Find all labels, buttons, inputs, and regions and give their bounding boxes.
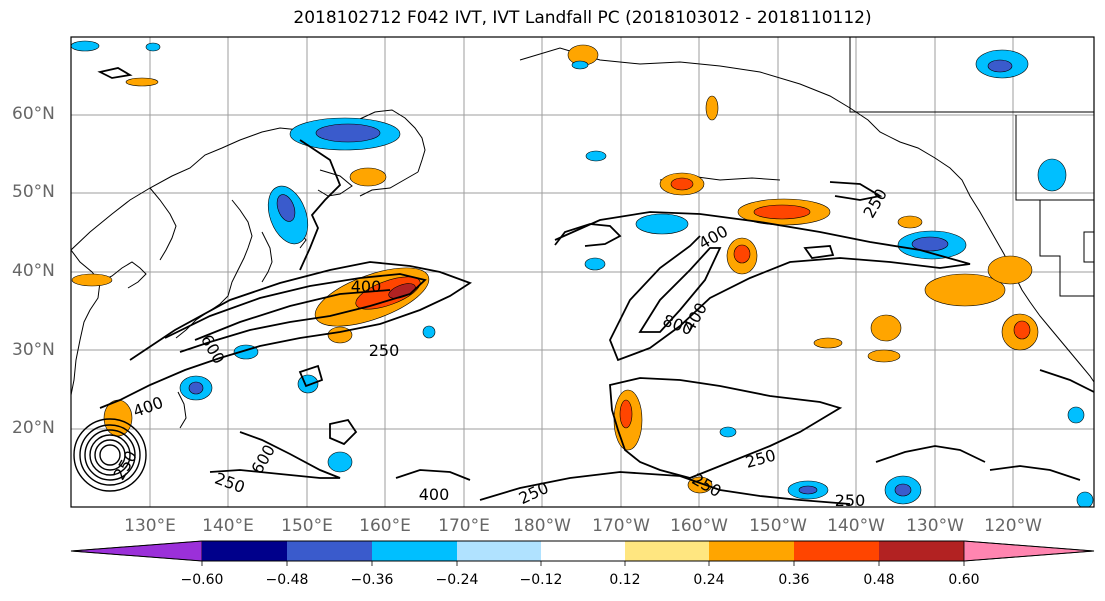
contour-label: 400 <box>351 277 382 296</box>
lon-label-150w: 150°W <box>749 516 807 536</box>
colorbar-tick-label: 0.48 <box>863 572 895 588</box>
contour-label: 250 <box>835 491 866 510</box>
colorbar-tick-label: −0.48 <box>265 572 309 588</box>
lon-label-120w: 120°W <box>984 516 1042 536</box>
colorbar-tick-label: −0.60 <box>180 572 224 588</box>
lon-label-160w: 160°W <box>670 516 728 536</box>
map-title: 2018102712 F042 IVT, IVT Landfall PC (20… <box>293 8 872 28</box>
contour-label: 250 <box>369 341 400 360</box>
colorbar-segment <box>625 541 709 561</box>
colorbar-tick-label: −0.12 <box>519 572 563 588</box>
colorbar-tick-label: −0.36 <box>350 572 394 588</box>
lon-label-150e: 150°E <box>281 516 333 536</box>
typhoon-contours <box>73 418 147 492</box>
lat-label-20n: 20°N <box>12 418 55 438</box>
lon-label-130e: 130°E <box>124 516 176 536</box>
colorbar-segment <box>202 541 287 561</box>
colorbar-segment <box>372 541 457 561</box>
lon-label-180w: 180°W <box>513 516 571 536</box>
colorbar-segment <box>963 540 1095 562</box>
colorbar <box>70 540 1095 566</box>
colorbar-segment <box>457 541 541 561</box>
lon-label-170w: 170°W <box>592 516 650 536</box>
colorbar-segment <box>287 541 372 561</box>
colorbar-segment <box>709 541 794 561</box>
lat-label-60n: 60°N <box>12 104 55 124</box>
colorbar-tick-label: −0.24 <box>435 572 479 588</box>
colorbar-segment <box>541 541 625 561</box>
colorbar-tick-label: 0.36 <box>778 572 810 588</box>
ivt-contours <box>97 67 1094 505</box>
lon-label-170e: 170°E <box>438 516 490 536</box>
lon-label-130w: 130°W <box>906 516 964 536</box>
lon-label-140w: 140°W <box>827 516 885 536</box>
lat-label-30n: 30°N <box>12 340 55 360</box>
colorbar-tick-label: 0.12 <box>609 572 641 588</box>
lon-label-160e: 160°E <box>359 516 411 536</box>
lon-label-140e: 140°E <box>202 516 254 536</box>
colorbar-segment <box>70 540 203 562</box>
colorbar-segment <box>879 541 964 561</box>
colorbar-tick-label: 0.60 <box>948 572 980 588</box>
graticule <box>71 37 1094 507</box>
contour-label: 400 <box>419 485 450 504</box>
lat-label-40n: 40°N <box>12 261 55 281</box>
map-frame <box>70 36 1095 508</box>
colorbar-segment <box>794 541 879 561</box>
lat-label-50n: 50°N <box>12 182 55 202</box>
colorbar-tick-label: 0.24 <box>693 572 725 588</box>
